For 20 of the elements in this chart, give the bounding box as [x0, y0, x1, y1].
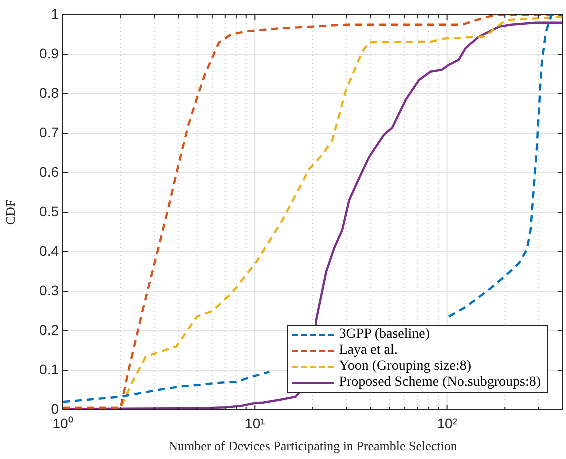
y-tick-label: 0.2	[40, 322, 60, 338]
y-tick-label: 0.5	[40, 203, 60, 220]
y-tick-label: 0.3	[40, 282, 60, 298]
y-tick-label: 0.4	[40, 242, 60, 259]
y-tick-label: 0.8	[40, 84, 60, 101]
legend-label: Proposed Scheme (No.subgroups:8)	[339, 375, 541, 391]
y-tick-label: 0.1	[40, 361, 60, 378]
x-tick-label: 10¹	[245, 415, 266, 432]
y-tick-label: 0.9	[40, 45, 60, 62]
y-tick-label: 0	[51, 400, 60, 417]
legend-label: 3GPP (baseline)	[339, 327, 430, 343]
y-tick-label: 0.6	[40, 164, 60, 180]
y-axis-title: CDF	[3, 200, 18, 226]
legend-label: Laya et al.	[339, 343, 398, 359]
x-axis-title: Number of Devices Participating in Preamble Selection	[168, 438, 458, 454]
x-tick-label: 10²	[437, 415, 458, 432]
y-tick-label: 1	[51, 6, 60, 22]
x-tick-label: 10⁰	[52, 415, 74, 432]
y-tick-label: 0.7	[40, 124, 60, 140]
legend-label: Yoon (Grouping size:8)	[339, 359, 472, 375]
